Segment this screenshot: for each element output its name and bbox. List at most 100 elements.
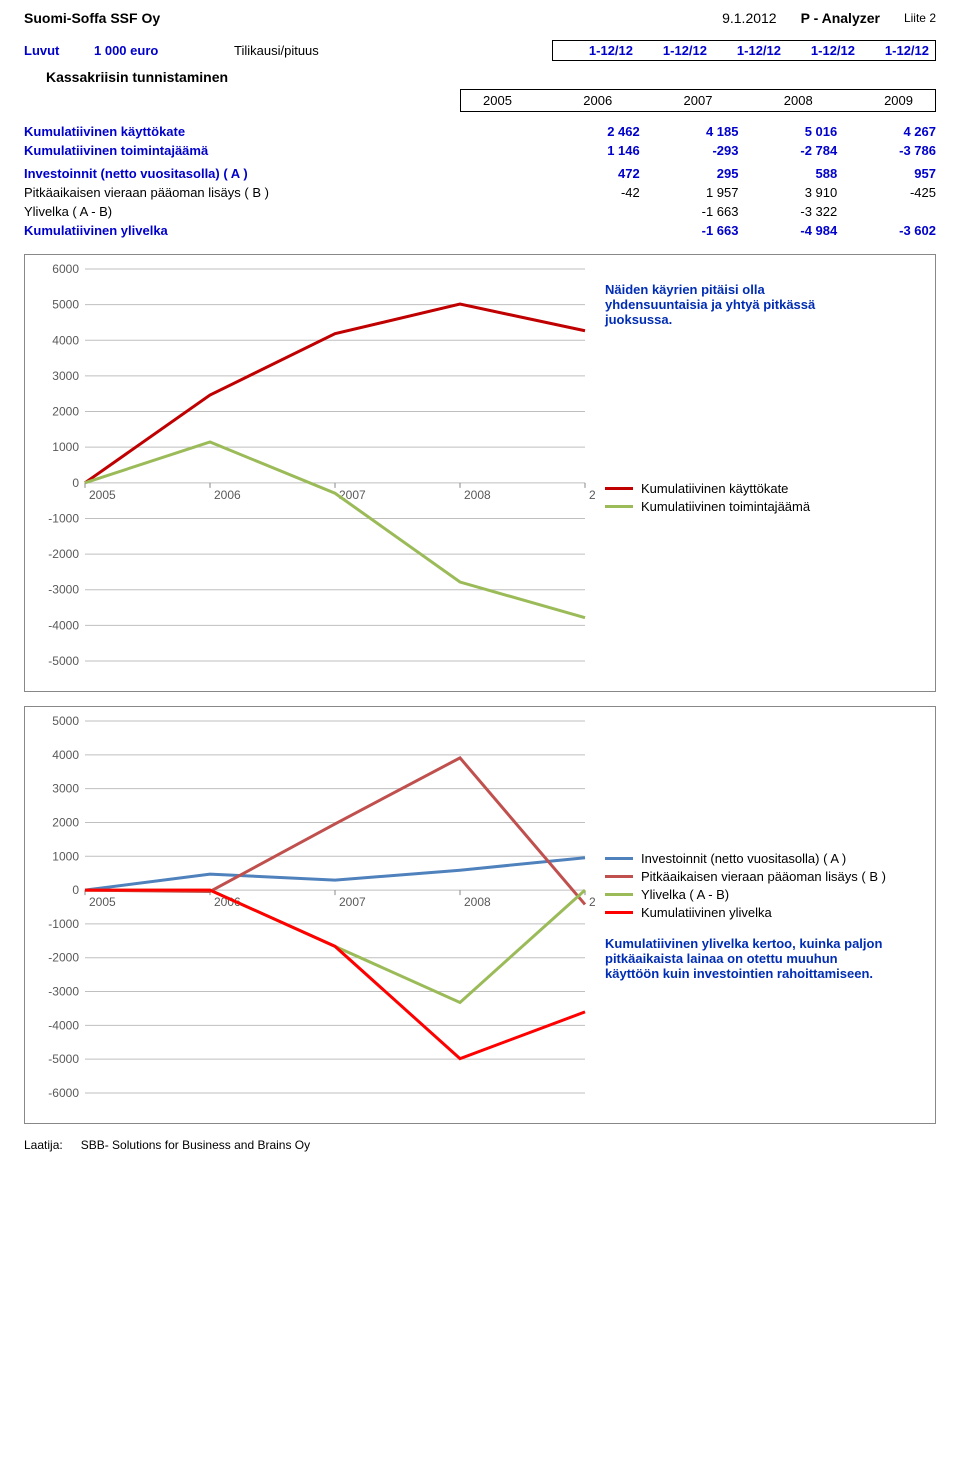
legend-label: Investoinnit (netto vuositasolla) ( A ) bbox=[641, 851, 846, 866]
page-header: Suomi-Soffa SSF Oy 9.1.2012 P - Analyzer… bbox=[24, 10, 936, 26]
footer-org: SBB- Solutions for Business and Brains O… bbox=[81, 1138, 310, 1152]
svg-text:2005: 2005 bbox=[89, 488, 116, 502]
table-row: Kumulatiivinen ylivelka-1 663-4 984-3 60… bbox=[24, 221, 936, 240]
svg-text:2009: 2009 bbox=[589, 488, 595, 502]
table-row: Pitkäaikaisen vieraan pääoman lisäys ( B… bbox=[24, 183, 936, 202]
svg-text:2008: 2008 bbox=[464, 895, 491, 909]
legend-label: Kumulatiivinen ylivelka bbox=[641, 905, 772, 920]
svg-text:-2000: -2000 bbox=[48, 547, 79, 561]
chart2-note: Kumulatiivinen ylivelka kertoo, kuinka p… bbox=[605, 937, 885, 982]
meta-row: Luvut 1 000 euro Tilikausi/pituus 1-12/1… bbox=[24, 40, 936, 61]
row-value: -1 663 bbox=[640, 221, 739, 240]
chart1-note: Näiden käyrien pitäisi olla yhdensuuntai… bbox=[605, 283, 865, 328]
svg-text:2006: 2006 bbox=[214, 488, 241, 502]
legend-label: Kumulatiivinen toimintajäämä bbox=[641, 499, 810, 514]
chart1-box: -5000 -4000 -3000 -2000 -1000 0 1000 2000 3000 40… bbox=[24, 254, 936, 692]
row-value bbox=[442, 122, 541, 141]
svg-text:-3000: -3000 bbox=[48, 985, 79, 999]
app-name: P - Analyzer bbox=[801, 10, 880, 26]
svg-text:4000: 4000 bbox=[52, 748, 79, 762]
row-label: Investoinnit (netto vuositasolla) ( A ) bbox=[24, 164, 442, 183]
svg-text:6000: 6000 bbox=[52, 263, 79, 276]
year-cell: 2007 bbox=[684, 93, 713, 108]
legend-item: Investoinnit (netto vuositasolla) ( A ) bbox=[605, 851, 925, 866]
legend-label: Pitkäaikaisen vieraan pääoman lisäys ( B… bbox=[641, 869, 886, 884]
chart2-box: -6000-5000-4000-3000-2000-10000100020003… bbox=[24, 706, 936, 1124]
row-value: 1 957 bbox=[640, 183, 739, 202]
footer-label: Laatija: bbox=[24, 1138, 63, 1152]
svg-text:3000: 3000 bbox=[52, 369, 79, 383]
svg-text:2007: 2007 bbox=[339, 895, 366, 909]
years-box: 2005 2006 2007 2008 2009 bbox=[460, 89, 936, 112]
row-value: 3 910 bbox=[738, 183, 837, 202]
row-value: -3 786 bbox=[837, 141, 936, 160]
report-date: 9.1.2012 bbox=[722, 10, 777, 26]
row-value: -425 bbox=[837, 183, 936, 202]
row-value: -3 322 bbox=[738, 202, 837, 221]
legend-item: Kumulatiivinen ylivelka bbox=[605, 905, 925, 920]
table-row: Ylivelka ( A - B) -1 663-3 322 bbox=[24, 202, 936, 221]
period-cell: 1-12/12 bbox=[855, 43, 929, 58]
svg-text:1000: 1000 bbox=[52, 849, 79, 863]
row-value: 588 bbox=[738, 164, 837, 183]
tilikausi-label: Tilikausi/pituus bbox=[234, 43, 319, 58]
period-cell: 1-12/12 bbox=[633, 43, 707, 58]
row-value: -1 663 bbox=[640, 202, 739, 221]
legend-item: Ylivelka ( A - B) bbox=[605, 887, 925, 902]
legend-item: Kumulatiivinen toimintajäämä bbox=[605, 499, 925, 514]
row-value: 295 bbox=[640, 164, 739, 183]
svg-text:-1000: -1000 bbox=[48, 511, 79, 525]
svg-text:0: 0 bbox=[72, 476, 79, 490]
unit-label: 1 000 euro bbox=[94, 43, 234, 58]
year-cell: 2005 bbox=[483, 93, 512, 108]
row-value: 4 267 bbox=[837, 122, 936, 141]
chart1-legend: Kumulatiivinen käyttökate Kumulatiivinen … bbox=[605, 478, 925, 517]
row-value bbox=[442, 141, 541, 160]
svg-text:2005: 2005 bbox=[89, 895, 116, 909]
period-cell: 1-12/12 bbox=[559, 43, 633, 58]
svg-text:5000: 5000 bbox=[52, 298, 79, 312]
row-value: 5 016 bbox=[738, 122, 837, 141]
row-value: -293 bbox=[640, 141, 739, 160]
table-row: Kumulatiivinen käyttökate2 4624 1855 016… bbox=[24, 122, 936, 141]
legend-item: Kumulatiivinen käyttökate bbox=[605, 481, 925, 496]
chart2-plot: -6000-5000-4000-3000-2000-10000100020003… bbox=[35, 715, 595, 1115]
row-label: Pitkäaikaisen vieraan pääoman lisäys ( B… bbox=[24, 183, 442, 202]
row-label: Kumulatiivinen toimintajäämä bbox=[24, 141, 442, 160]
row-value bbox=[442, 183, 541, 202]
svg-text:-3000: -3000 bbox=[48, 583, 79, 597]
chart2-legend: Investoinnit (netto vuositasolla) ( A ) P… bbox=[605, 848, 925, 923]
attachment-label: Liite 2 bbox=[904, 11, 936, 25]
row-value: 957 bbox=[837, 164, 936, 183]
row-value: -2 784 bbox=[738, 141, 837, 160]
svg-text:-5000: -5000 bbox=[48, 1052, 79, 1066]
svg-text:1000: 1000 bbox=[52, 440, 79, 454]
row-value: 4 185 bbox=[640, 122, 739, 141]
period-cell: 1-12/12 bbox=[707, 43, 781, 58]
row-value bbox=[837, 202, 936, 221]
row-value: -42 bbox=[541, 183, 640, 202]
svg-text:3000: 3000 bbox=[52, 782, 79, 796]
svg-text:2009: 2009 bbox=[589, 895, 595, 909]
svg-text:2000: 2000 bbox=[52, 815, 79, 829]
section-title: Kassakriisin tunnistaminen bbox=[46, 69, 936, 85]
svg-text:5000: 5000 bbox=[52, 715, 79, 728]
svg-text:-2000: -2000 bbox=[48, 951, 79, 965]
svg-text:2008: 2008 bbox=[464, 488, 491, 502]
svg-text:-5000: -5000 bbox=[48, 654, 79, 668]
row-value: 472 bbox=[541, 164, 640, 183]
row-value bbox=[541, 221, 640, 240]
row-label: Ylivelka ( A - B) bbox=[24, 202, 442, 221]
legend-label: Ylivelka ( A - B) bbox=[641, 887, 729, 902]
svg-text:-4000: -4000 bbox=[48, 1018, 79, 1032]
period-cell: 1-12/12 bbox=[781, 43, 855, 58]
svg-text:-6000: -6000 bbox=[48, 1086, 79, 1100]
row-value bbox=[442, 221, 541, 240]
svg-text:-4000: -4000 bbox=[48, 618, 79, 632]
luvut-label: Luvut bbox=[24, 43, 94, 58]
svg-text:2000: 2000 bbox=[52, 405, 79, 419]
table-row: Investoinnit (netto vuositasolla) ( A ) 4… bbox=[24, 164, 936, 183]
row-label: Kumulatiivinen ylivelka bbox=[24, 221, 442, 240]
svg-text:-1000: -1000 bbox=[48, 917, 79, 931]
svg-text:4000: 4000 bbox=[52, 333, 79, 347]
